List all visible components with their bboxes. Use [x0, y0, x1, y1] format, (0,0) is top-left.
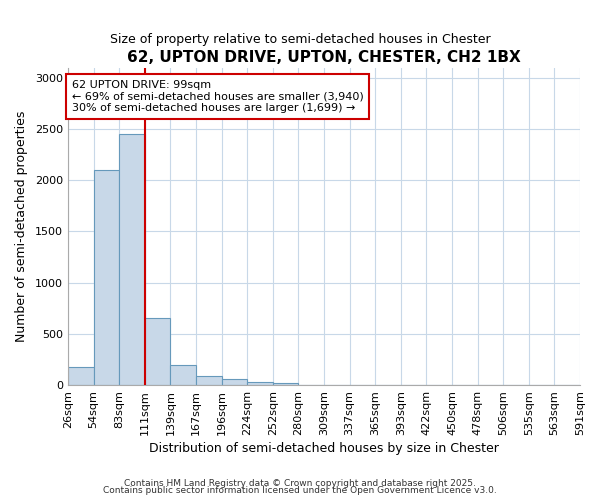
- Title: 62, UPTON DRIVE, UPTON, CHESTER, CH2 1BX: 62, UPTON DRIVE, UPTON, CHESTER, CH2 1BX: [127, 50, 521, 65]
- Bar: [145, 318, 170, 385]
- Bar: [196, 376, 221, 385]
- X-axis label: Distribution of semi-detached houses by size in Chester: Distribution of semi-detached houses by …: [149, 442, 499, 455]
- Bar: [68, 367, 94, 385]
- Y-axis label: Number of semi-detached properties: Number of semi-detached properties: [15, 110, 28, 342]
- Bar: [247, 382, 273, 385]
- Bar: [119, 134, 145, 385]
- Bar: [94, 170, 119, 385]
- Text: Contains HM Land Registry data © Crown copyright and database right 2025.: Contains HM Land Registry data © Crown c…: [124, 478, 476, 488]
- Bar: [273, 383, 298, 385]
- Text: Contains public sector information licensed under the Open Government Licence v3: Contains public sector information licen…: [103, 486, 497, 495]
- Text: Size of property relative to semi-detached houses in Chester: Size of property relative to semi-detach…: [110, 32, 490, 46]
- Text: 62 UPTON DRIVE: 99sqm
← 69% of semi-detached houses are smaller (3,940)
30% of s: 62 UPTON DRIVE: 99sqm ← 69% of semi-deta…: [72, 80, 364, 113]
- Bar: [170, 364, 196, 385]
- Bar: [221, 380, 247, 385]
